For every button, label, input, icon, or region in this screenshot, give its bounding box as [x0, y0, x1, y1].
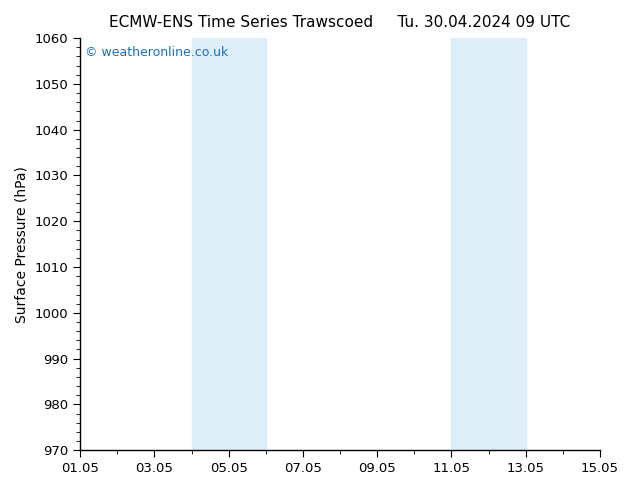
Y-axis label: Surface Pressure (hPa): Surface Pressure (hPa): [15, 166, 29, 322]
Text: © weatheronline.co.uk: © weatheronline.co.uk: [86, 47, 229, 59]
Bar: [191, 38, 266, 450]
Bar: [451, 38, 526, 450]
Title: ECMW-ENS Time Series Trawscoed     Tu. 30.04.2024 09 UTC: ECMW-ENS Time Series Trawscoed Tu. 30.04…: [110, 15, 571, 30]
